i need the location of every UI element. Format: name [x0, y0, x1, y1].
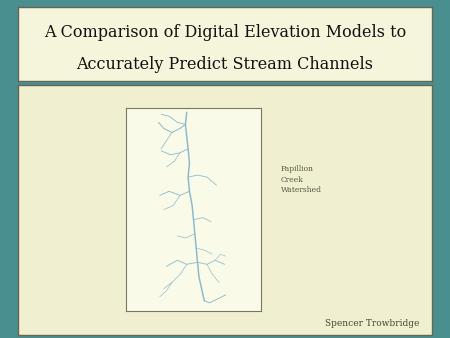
Text: A Comparison of Digital Elevation Models to: A Comparison of Digital Elevation Models… [44, 24, 406, 41]
Text: Accurately Predict Stream Channels: Accurately Predict Stream Channels [76, 56, 373, 73]
Text: Papillion
Creek
Watershed: Papillion Creek Watershed [281, 165, 322, 194]
Text: Spencer Trowbridge: Spencer Trowbridge [325, 319, 419, 329]
